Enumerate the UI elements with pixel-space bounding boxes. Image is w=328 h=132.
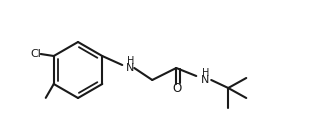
Text: N: N (201, 75, 210, 85)
Text: H: H (202, 68, 209, 78)
Text: H: H (127, 56, 134, 66)
Text: Cl: Cl (30, 49, 41, 59)
Text: O: O (173, 82, 182, 95)
Text: N: N (126, 63, 134, 73)
